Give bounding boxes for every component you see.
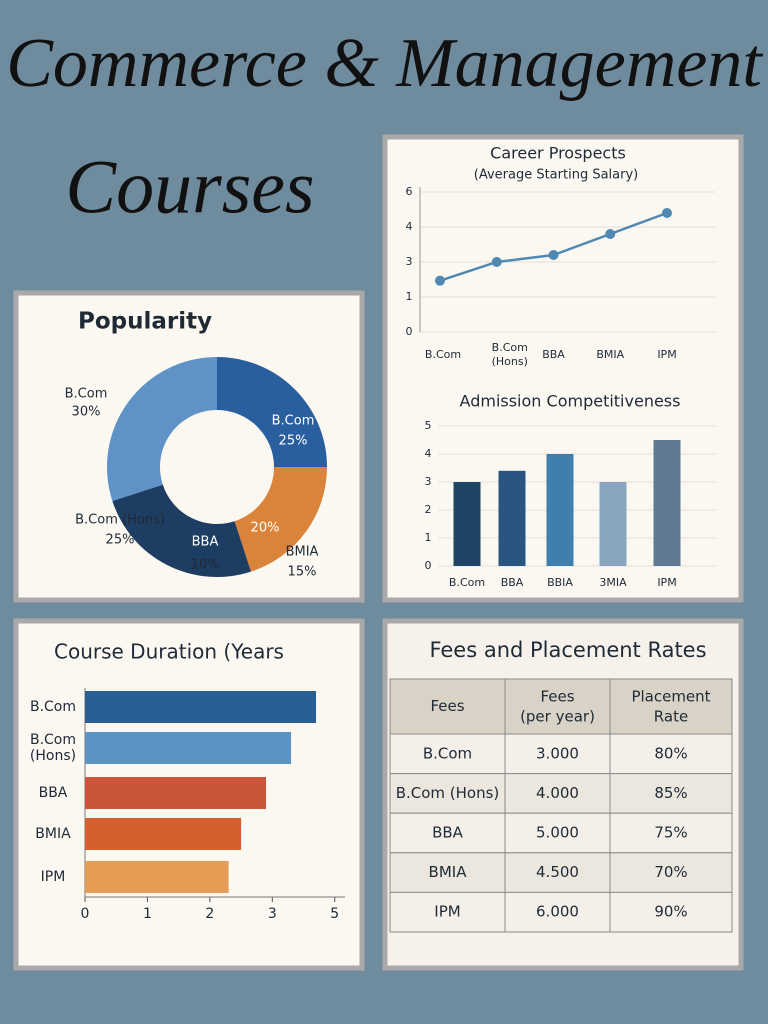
- table-row: [389, 852, 733, 893]
- chart-title: Course Duration (Years: [54, 640, 284, 664]
- chart-subtitle: (Average Starting Salary): [474, 168, 639, 183]
- table-row: [389, 733, 733, 775]
- table-row: [389, 773, 733, 814]
- table-cell: 5.000: [536, 824, 579, 842]
- y-tick-label: 2: [425, 503, 432, 516]
- column-header: Fees: [430, 697, 464, 715]
- segment-value: 30%: [72, 405, 101, 420]
- column-header: Fees (per year): [520, 687, 595, 725]
- column-header: Placement Rate: [631, 687, 710, 725]
- table-cell: BMIA: [429, 863, 468, 881]
- table-cell: 90%: [654, 903, 687, 921]
- x-tick-label: 3MIA: [599, 576, 627, 589]
- y-tick-label: 3: [406, 255, 413, 268]
- table-cell: 4.500: [536, 863, 579, 881]
- segment-value: 25%: [106, 533, 135, 548]
- y-tick-label: BMIA: [35, 826, 71, 842]
- x-tick-label: BBA: [501, 576, 524, 589]
- table-cell: 85%: [654, 784, 687, 802]
- x-tick-label: 2: [205, 906, 214, 922]
- table-title: Fees and Placement Rates: [429, 638, 706, 662]
- y-tick-label: 5: [425, 419, 432, 432]
- bar: [599, 482, 627, 566]
- table-cell: B.Com: [423, 744, 472, 762]
- table-row: [389, 891, 733, 933]
- annotation: BMIA: [286, 545, 319, 560]
- table-cell: 70%: [654, 863, 687, 881]
- x-tick-label: 5: [330, 906, 339, 922]
- y-tick-label: 4: [406, 220, 413, 233]
- table-cell: BBA: [432, 824, 464, 842]
- y-tick-label: 0: [425, 559, 432, 572]
- x-tick-label: B.Com (Hons): [492, 341, 528, 368]
- x-tick-label: B.Com: [425, 348, 461, 361]
- segment-label: B.Com (Hons): [75, 513, 165, 528]
- x-tick-label: IPM: [657, 348, 676, 361]
- bar: [85, 861, 229, 893]
- x-tick-label: 0: [81, 906, 90, 922]
- annotation: 10%: [191, 558, 220, 573]
- table-cell: 80%: [654, 744, 687, 762]
- bar: [498, 470, 526, 566]
- table-cell: 75%: [654, 824, 687, 842]
- y-tick-label: BBA: [39, 785, 68, 801]
- bar: [85, 732, 292, 764]
- y-tick-label: 6: [406, 185, 413, 198]
- x-tick-label: IPM: [657, 576, 676, 589]
- y-tick-label: 0: [406, 325, 413, 338]
- pie-segment: [217, 357, 327, 467]
- y-tick-label: 1: [406, 290, 413, 303]
- chart-title: Popularity: [78, 309, 212, 335]
- annotation: 15%: [288, 565, 317, 580]
- y-tick-label: 4: [425, 447, 432, 460]
- bar: [653, 440, 681, 566]
- table-cell: IPM: [434, 903, 460, 921]
- bar: [85, 691, 317, 723]
- pie-segment: [106, 357, 217, 501]
- chart-title: Admission Competitiveness: [460, 392, 681, 411]
- point: [491, 257, 502, 267]
- poster-title: Courses: [65, 145, 314, 229]
- table-header: [389, 678, 733, 735]
- table-cell: 3.000: [536, 744, 579, 762]
- y-tick-label: IPM: [41, 869, 66, 885]
- pie-segment: [112, 484, 251, 578]
- segment-label: B.Com: [65, 387, 108, 402]
- x-tick-label: 1: [143, 906, 152, 922]
- y-tick-label: 1: [425, 531, 432, 544]
- poster-title: Commerce & Management: [6, 25, 763, 102]
- table-row: [389, 812, 733, 854]
- bar: [85, 777, 267, 809]
- x-tick-label: 3: [268, 906, 277, 922]
- segment-value: 25%: [279, 434, 308, 449]
- pie-segment: [234, 467, 327, 572]
- bar: [85, 818, 242, 850]
- chart-title: Career Prospects: [490, 144, 626, 163]
- table-cell: 4.000: [536, 784, 579, 802]
- x-tick-label: BBIA: [547, 576, 573, 589]
- table-cell: 6.000: [536, 903, 579, 921]
- x-tick-label: BBA: [542, 348, 565, 361]
- bar: [453, 482, 481, 566]
- segment-label: B.Com: [272, 414, 315, 429]
- point: [662, 208, 672, 218]
- y-tick-label: B.Com (Hons): [30, 732, 76, 764]
- y-tick-label: 3: [425, 475, 432, 488]
- annotation: BBA: [192, 535, 219, 550]
- x-tick-label: B.Com: [449, 576, 485, 589]
- point: [605, 229, 616, 239]
- point: [435, 275, 445, 286]
- point: [548, 250, 559, 260]
- y-tick-label: B.Com: [30, 699, 76, 715]
- table-cell: B.Com (Hons): [396, 784, 500, 802]
- x-tick-label: BMIA: [596, 348, 624, 361]
- bar: [546, 454, 574, 566]
- segment-value: 20%: [251, 521, 280, 536]
